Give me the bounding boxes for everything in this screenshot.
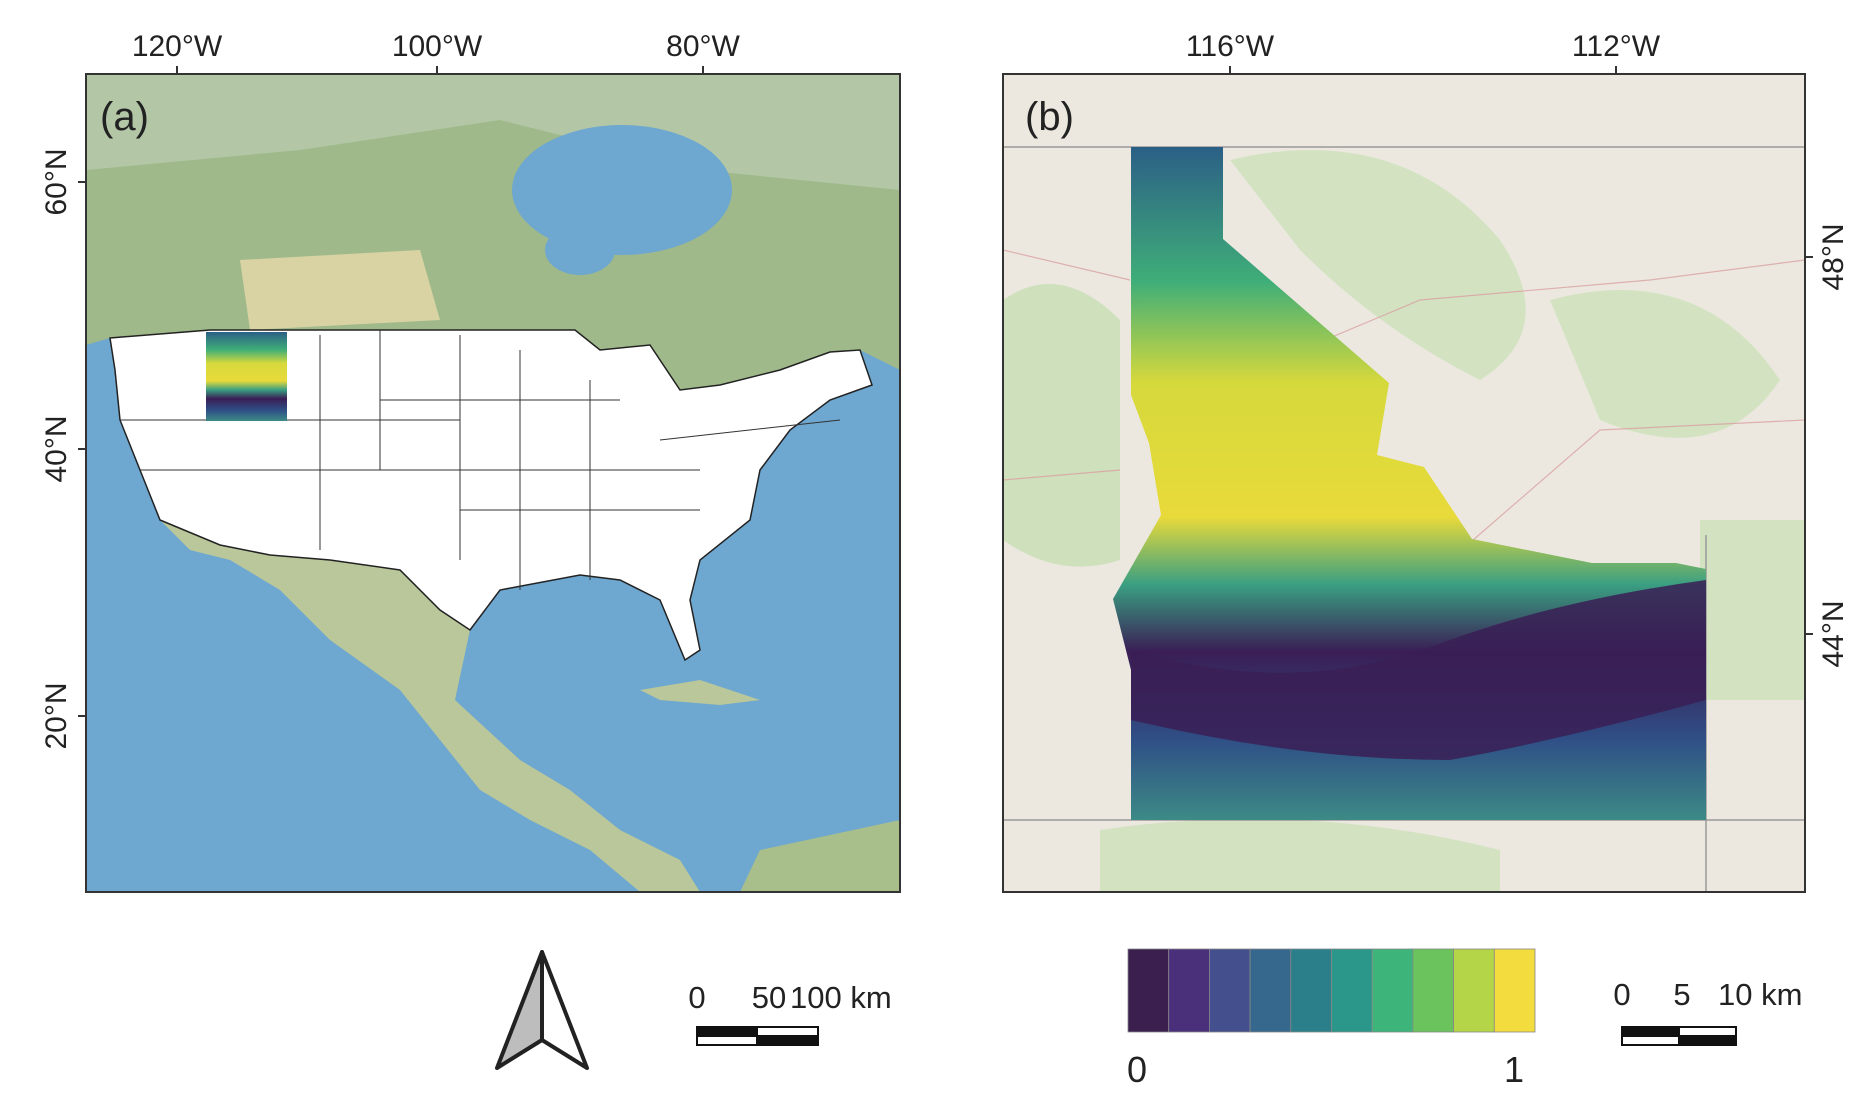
tick-marks <box>78 66 1813 717</box>
x-tick-label: 100°W <box>392 30 483 63</box>
scale-label: 5 <box>1673 977 1690 1012</box>
x-tick-label: 80°W <box>666 30 740 63</box>
colorbar-segment <box>1209 948 1251 1033</box>
panel-label: (a) <box>100 95 149 139</box>
colorbar-segment <box>1127 948 1170 1033</box>
scale-bar <box>1621 1026 1737 1046</box>
scale-label: 0 <box>688 980 705 1015</box>
y-tick-label: 20°N <box>40 682 73 749</box>
colorbar-segment <box>1331 948 1373 1033</box>
scale-label: 0 <box>1613 977 1630 1012</box>
panel-b-frame <box>1002 73 1806 893</box>
colorbar-min-label: 0 <box>1127 1049 1147 1090</box>
map-b <box>1003 74 1805 892</box>
scale-label: 50 <box>752 980 786 1015</box>
y-tick-label: 40°N <box>40 415 73 482</box>
y-tick-label: 44°N <box>1817 600 1850 667</box>
colorbar-segment <box>1290 948 1332 1033</box>
colorbar-segment <box>1453 948 1495 1033</box>
colorbar-segment <box>1412 948 1455 1033</box>
x-tick-label: 112°W <box>1572 30 1661 63</box>
map-a <box>86 74 900 892</box>
scale-label: 100 km <box>790 980 892 1015</box>
colorbar-segment <box>1493 948 1536 1033</box>
x-tick-label: 120°W <box>132 30 223 63</box>
colorbar-segment <box>1371 948 1414 1033</box>
panel-label: (b) <box>1025 95 1074 139</box>
colorbar-segment <box>1249 948 1292 1033</box>
north-arrow <box>495 950 589 1070</box>
scale-bar <box>696 1026 819 1046</box>
scale-label: 10 km <box>1718 977 1802 1012</box>
colorbar-segment <box>1168 948 1210 1033</box>
y-tick-label: 48°N <box>1817 223 1850 290</box>
colorbar <box>1127 948 1536 1033</box>
panel-a-frame <box>85 73 901 893</box>
x-tick-label: 116°W <box>1186 30 1275 63</box>
y-tick-label: 60°N <box>40 148 73 215</box>
colorbar-max-label: 1 <box>1504 1049 1524 1090</box>
